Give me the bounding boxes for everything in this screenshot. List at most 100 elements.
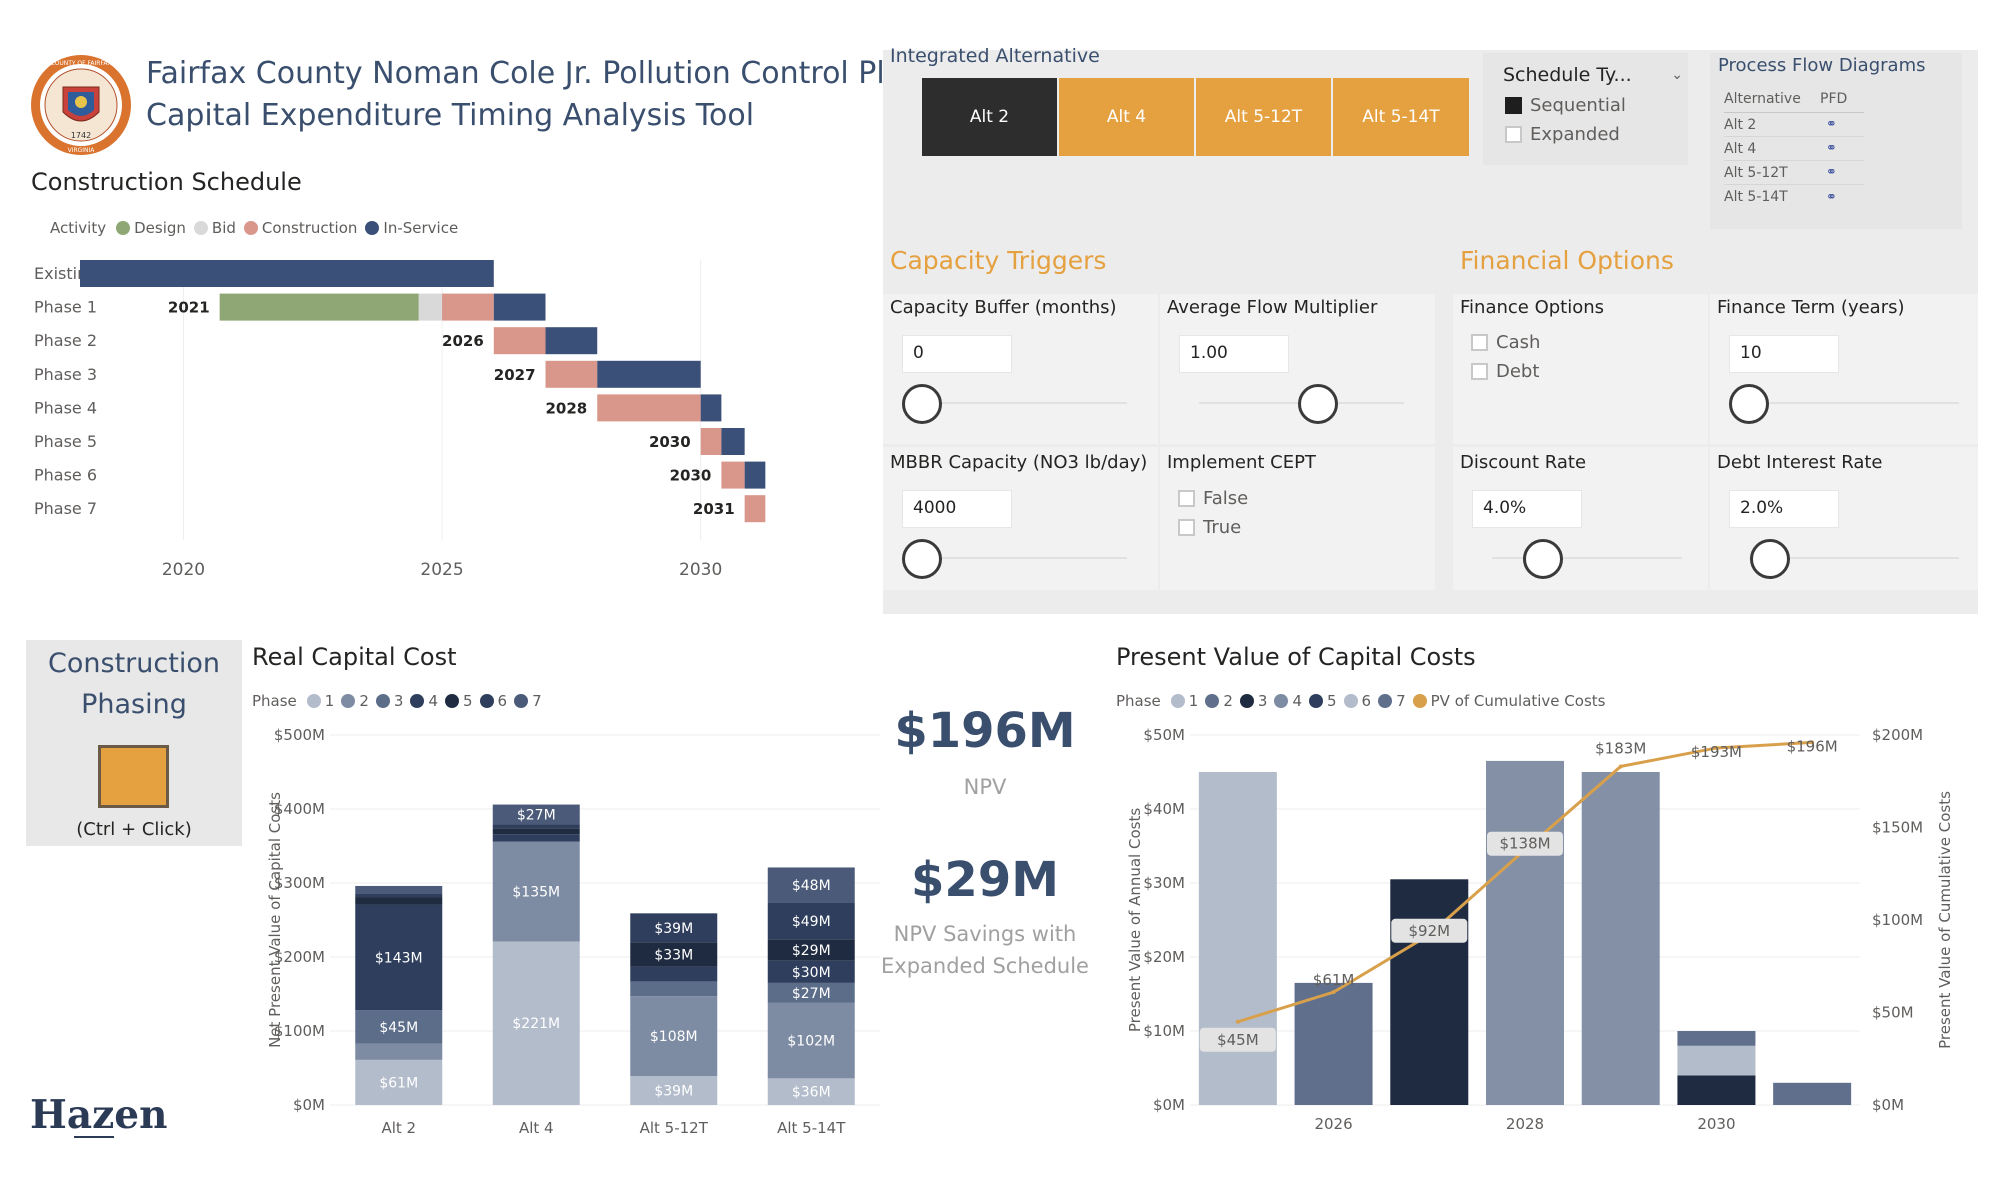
legend-item-4[interactable]: 4: [1292, 692, 1302, 710]
sequential-checkbox[interactable]: [1505, 97, 1522, 114]
discount-rate-slider-track[interactable]: [1492, 557, 1682, 559]
legend-design-label[interactable]: Design: [134, 219, 186, 237]
rcc-bar-segment[interactable]: [355, 893, 443, 898]
rcc-bar-segment[interactable]: [355, 1043, 443, 1060]
pfd-row-alt-4[interactable]: Alt 4 ⚭: [1724, 137, 1864, 161]
cept-option-true[interactable]: True: [1178, 513, 1241, 542]
capacity-buffer-slider-knob[interactable]: [902, 384, 942, 424]
rcc-bar-segment[interactable]: [630, 996, 718, 1077]
gantt-bar-construction[interactable]: [700, 428, 722, 455]
pv-bar-segment[interactable]: [1677, 1031, 1756, 1046]
rcc-bar-segment[interactable]: [355, 1010, 443, 1044]
cept-option-false[interactable]: False: [1178, 484, 1248, 513]
pv-bar-segment[interactable]: [1677, 1045, 1756, 1076]
legend-item-5[interactable]: 5: [1326, 692, 1337, 710]
alt-5-12t-button[interactable]: Alt 5-12T: [1196, 78, 1331, 156]
legend-item-1[interactable]: 1: [324, 692, 335, 710]
link-icon[interactable]: ⚭: [1826, 117, 1837, 132]
pv-line-point[interactable]: [1714, 745, 1719, 750]
rcc-bar-segment[interactable]: [767, 960, 855, 983]
discount-rate-input[interactable]: 4.0%: [1472, 490, 1582, 528]
legend-item-6[interactable]: 6: [497, 692, 508, 710]
legend-item-2[interactable]: 2: [1223, 692, 1233, 710]
gantt-bar-construction[interactable]: [721, 461, 745, 489]
finance-term-slider-knob[interactable]: [1729, 384, 1769, 424]
gantt-bar-construction[interactable]: [442, 293, 494, 321]
finance-option-cash[interactable]: Cash: [1471, 328, 1540, 357]
legend-item-pv-of-cumulative-costs[interactable]: PV of Cumulative Costs: [1430, 692, 1606, 710]
cash-checkbox[interactable]: [1471, 334, 1488, 351]
gantt-bar-construction[interactable]: [744, 495, 766, 523]
pv-bar-segment[interactable]: [1581, 772, 1660, 1105]
rcc-bar-segment[interactable]: [355, 897, 443, 905]
rcc-bar-segment[interactable]: [630, 913, 718, 943]
pv-bar-segment[interactable]: [1773, 1082, 1852, 1105]
rcc-bar-segment[interactable]: [630, 1076, 718, 1105]
rcc-bar-segment[interactable]: [355, 1059, 443, 1105]
gantt-bar-in-service[interactable]: [597, 360, 701, 388]
legend-item-3[interactable]: 3: [393, 692, 404, 710]
gantt-bar-in-service[interactable]: [721, 428, 745, 455]
discount-rate-slider-knob[interactable]: [1523, 539, 1564, 579]
flow-multiplier-input[interactable]: 1.00: [1179, 335, 1289, 373]
legend-item-4[interactable]: 4: [428, 692, 438, 710]
mbbr-capacity-slider-track[interactable]: [922, 557, 1127, 559]
flow-multiplier-slider-knob[interactable]: [1297, 384, 1338, 424]
gantt-bar-construction[interactable]: [597, 394, 701, 422]
rcc-bar-segment[interactable]: [767, 1078, 855, 1105]
gantt-bar-in-service[interactable]: [493, 293, 546, 321]
mbbr-capacity-slider-knob[interactable]: [902, 539, 942, 579]
mbbr-capacity-input[interactable]: 4000: [902, 490, 1012, 528]
debt-checkbox[interactable]: [1471, 363, 1488, 380]
rcc-bar-segment[interactable]: [767, 939, 855, 961]
finance-term-input[interactable]: 10: [1729, 335, 1839, 373]
rcc-bar-segment[interactable]: [355, 904, 443, 1011]
debt-interest-slider-track[interactable]: [1749, 557, 1959, 559]
rcc-bar-segment[interactable]: [767, 902, 855, 940]
pfd-row-alt-2[interactable]: Alt 2 ⚭: [1724, 113, 1864, 137]
capacity-buffer-input[interactable]: 0: [902, 335, 1012, 373]
rcc-bar-segment[interactable]: [492, 834, 580, 842]
construction-phasing-tile[interactable]: Construction Phasing (Ctrl + Click): [26, 640, 242, 846]
pv-bar-segment[interactable]: [1198, 772, 1277, 1105]
rcc-bar-segment[interactable]: [767, 867, 855, 903]
debt-interest-slider-knob[interactable]: [1750, 539, 1790, 579]
rcc-bar-segment[interactable]: [492, 841, 580, 942]
gantt-bar-in-service[interactable]: [700, 394, 722, 422]
legend-item-6[interactable]: 6: [1361, 692, 1372, 710]
link-icon[interactable]: ⚭: [1826, 165, 1837, 180]
gantt-bar-in-service[interactable]: [545, 327, 598, 355]
rcc-bar-segment[interactable]: [355, 885, 443, 894]
legend-item-1[interactable]: 1: [1188, 692, 1199, 710]
pfd-row-alt-5-14t[interactable]: Alt 5-14T ⚭: [1724, 185, 1864, 209]
gantt-bar-construction[interactable]: [493, 327, 546, 355]
schedule-option-sequential[interactable]: Sequential: [1505, 91, 1626, 120]
pv-bar-segment[interactable]: [1486, 760, 1564, 1105]
gantt-bar-in-service[interactable]: [80, 260, 494, 287]
capacity-buffer-slider-track[interactable]: [922, 402, 1127, 404]
rcc-bar-segment[interactable]: [767, 982, 855, 1003]
pv-line-point[interactable]: [1618, 764, 1623, 769]
gantt-bar-construction[interactable]: [545, 360, 598, 388]
legend-bid-label[interactable]: Bid: [211, 219, 236, 237]
expanded-checkbox[interactable]: [1505, 126, 1522, 143]
debt-interest-input[interactable]: 2.0%: [1729, 490, 1839, 528]
finance-term-slider-track[interactable]: [1749, 402, 1959, 404]
link-icon[interactable]: ⚭: [1826, 189, 1837, 205]
rcc-bar-segment[interactable]: [630, 966, 718, 982]
rcc-bar-segment[interactable]: [492, 804, 580, 825]
gantt-bar-design[interactable]: [219, 293, 419, 321]
alt-4-button[interactable]: Alt 4: [1059, 78, 1194, 156]
alt-5-14t-button[interactable]: Alt 5-14T: [1333, 78, 1469, 156]
cept-true-checkbox[interactable]: [1178, 519, 1195, 536]
link-icon[interactable]: ⚭: [1826, 141, 1837, 156]
pv-bar-segment[interactable]: [1390, 879, 1469, 1105]
gantt-bar-in-service[interactable]: [744, 461, 766, 489]
cept-false-checkbox[interactable]: [1178, 490, 1195, 507]
finance-option-debt[interactable]: Debt: [1471, 357, 1539, 386]
legend-item-7[interactable]: 7: [1396, 692, 1406, 710]
pfd-row-alt-5-12t[interactable]: Alt 5-12T ⚭: [1724, 161, 1864, 185]
rcc-bar-segment[interactable]: [492, 824, 580, 829]
schedule-option-expanded[interactable]: Expanded: [1505, 120, 1620, 149]
pv-line-point[interactable]: [1235, 1019, 1240, 1024]
